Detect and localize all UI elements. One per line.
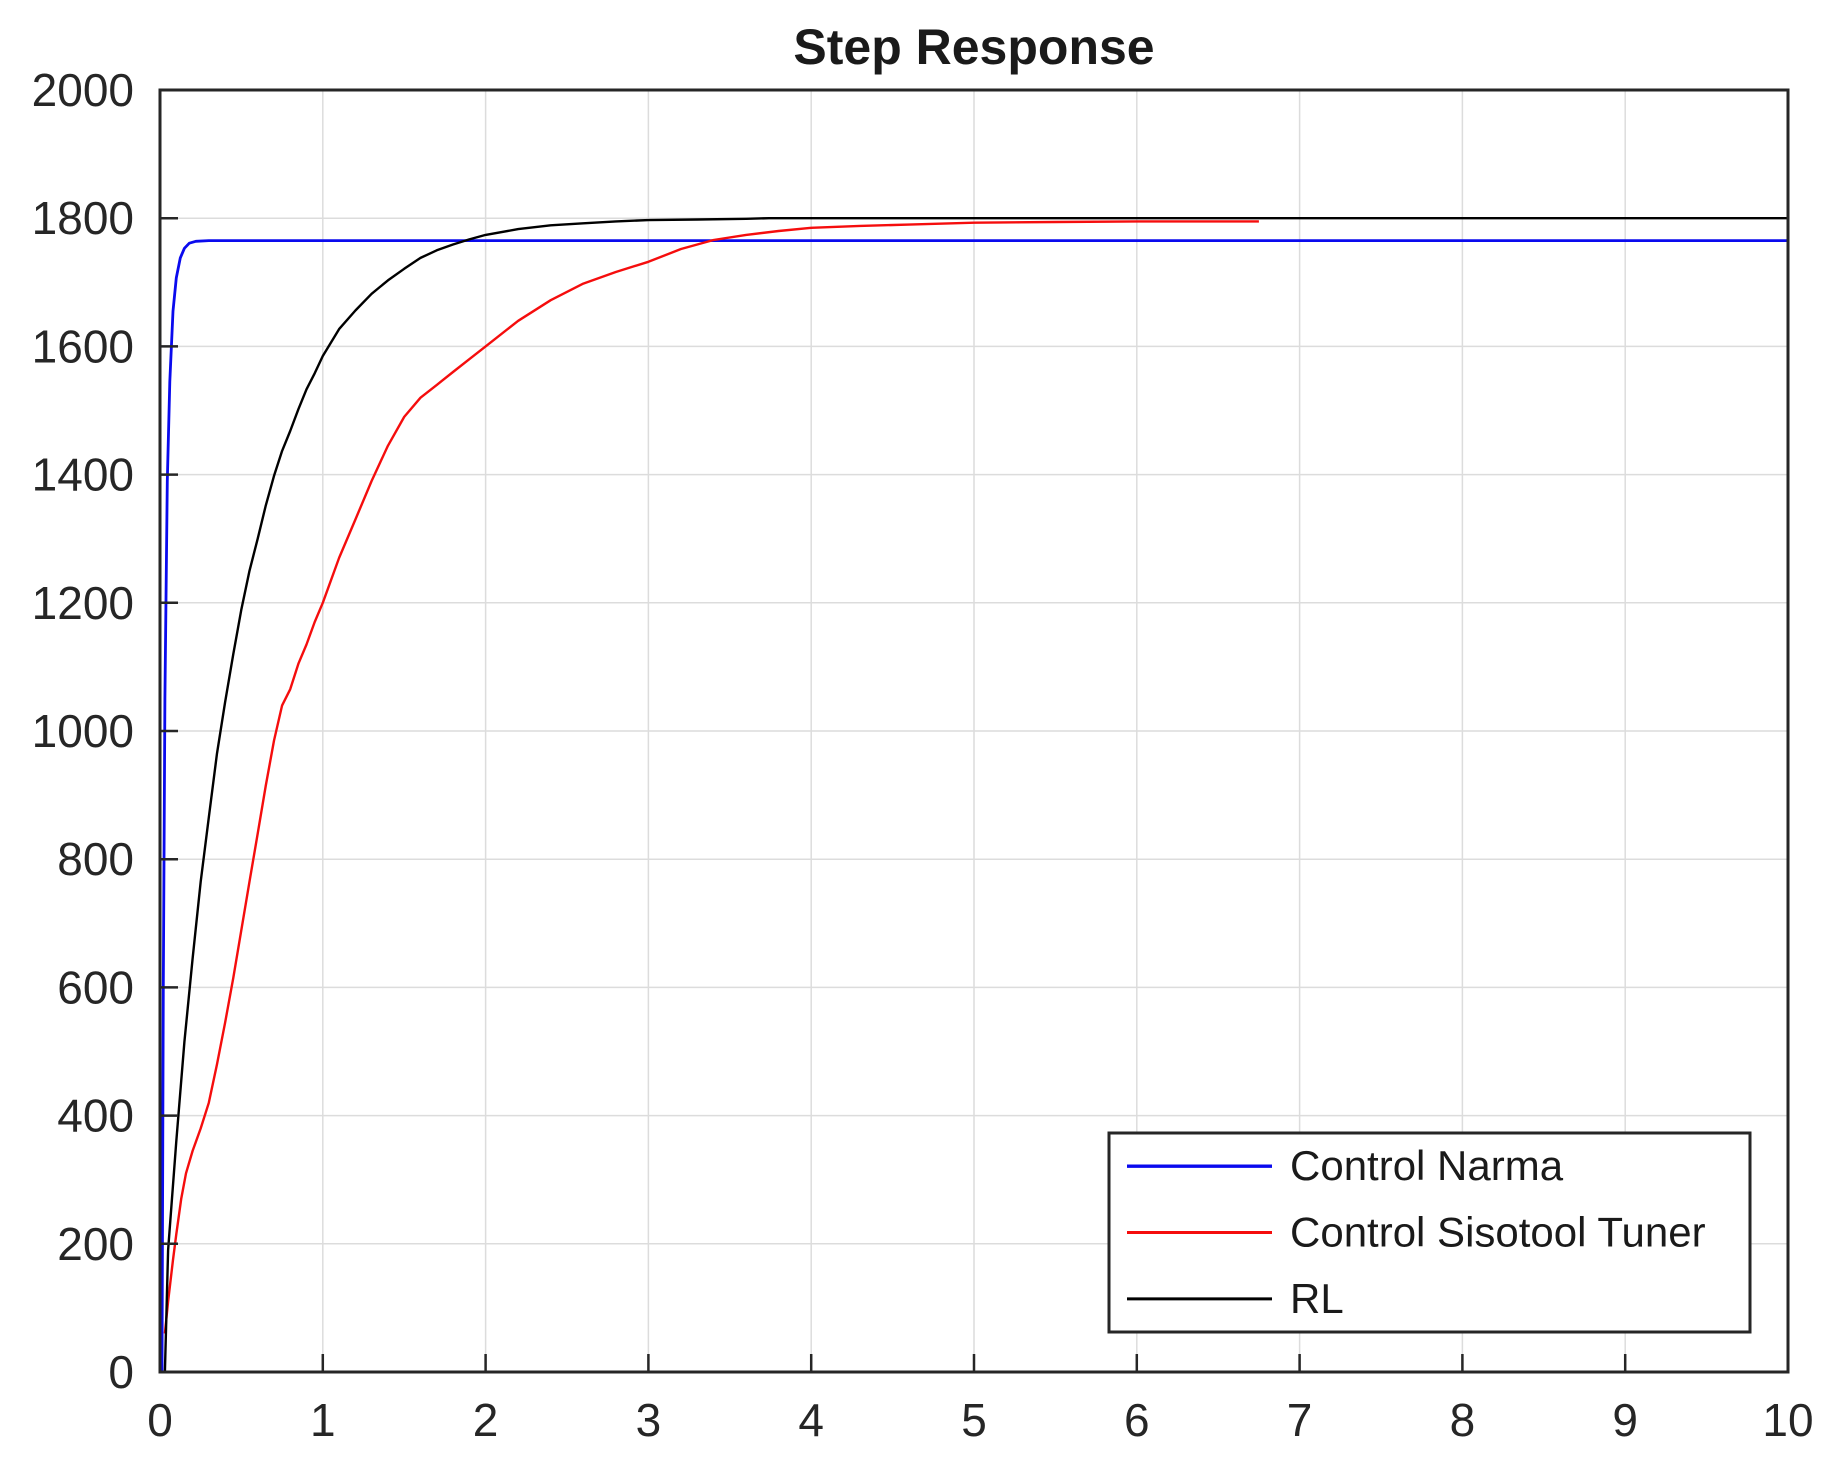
series-line-rl xyxy=(163,216,1788,1373)
x-tick-label: 5 xyxy=(961,1394,987,1446)
series-line-control-sisotool-tuner xyxy=(163,220,1259,1334)
y-tick-label: 600 xyxy=(57,961,134,1013)
y-tick-label: 1000 xyxy=(32,705,134,757)
y-tick-label: 0 xyxy=(108,1346,134,1398)
y-tick-label: 1800 xyxy=(32,192,134,244)
x-tick-label: 6 xyxy=(1124,1394,1150,1446)
legend-label-control-sisotool-tuner: Control Sisotool Tuner xyxy=(1290,1209,1706,1256)
y-tick-label: 800 xyxy=(57,833,134,885)
legend-label-rl: RL xyxy=(1290,1275,1344,1322)
x-tick-label: 0 xyxy=(147,1394,173,1446)
x-tick-label: 7 xyxy=(1287,1394,1313,1446)
series-line-control-narma xyxy=(160,239,1788,1373)
y-tick-label: 2000 xyxy=(32,64,134,116)
y-tick-label: 200 xyxy=(57,1218,134,1270)
legend-label-control-narma: Control Narma xyxy=(1290,1142,1564,1189)
x-tick-label: 2 xyxy=(473,1394,499,1446)
y-tick-label: 1600 xyxy=(32,320,134,372)
x-tick-label: 3 xyxy=(636,1394,662,1446)
x-tick-label: 1 xyxy=(310,1394,336,1446)
x-tick-label: 4 xyxy=(798,1394,824,1446)
x-tick-label: 9 xyxy=(1612,1394,1638,1446)
y-tick-label: 1400 xyxy=(32,449,134,501)
y-tick-label: 1200 xyxy=(32,577,134,629)
x-tick-label: 10 xyxy=(1762,1394,1813,1446)
x-tick-label: 8 xyxy=(1450,1394,1476,1446)
y-tick-label: 400 xyxy=(57,1090,134,1142)
chart-title: Step Response xyxy=(793,19,1154,75)
